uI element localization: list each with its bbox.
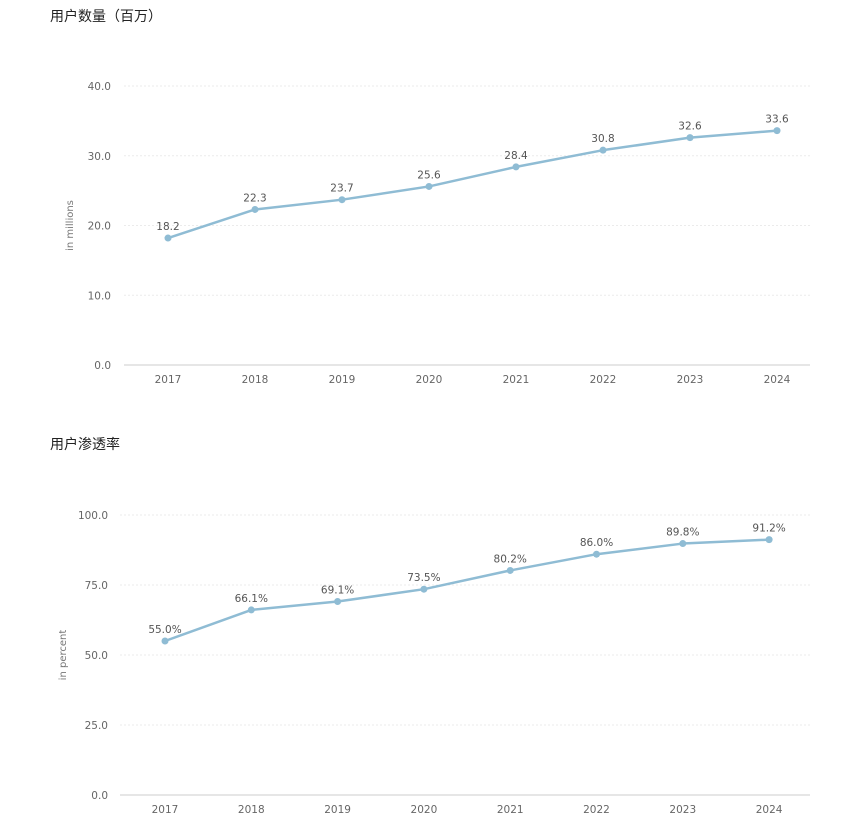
y-tick-label: 100.0 <box>78 510 108 522</box>
x-tick-label: 2021 <box>497 804 524 816</box>
y-tick-label: 75.0 <box>85 580 108 592</box>
y-tick-label: 30.0 <box>88 151 111 163</box>
x-tick-label: 2022 <box>583 804 610 816</box>
series-line <box>167 129 778 240</box>
y-tick-label: 0.0 <box>94 360 111 372</box>
data-point <box>338 196 346 204</box>
x-tick-label: 2024 <box>756 804 783 816</box>
data-point <box>506 566 514 574</box>
data-label: 30.8 <box>591 133 614 145</box>
data-label: 66.1% <box>235 593 268 605</box>
data-point <box>593 550 600 558</box>
data-label: 89.8% <box>666 527 699 539</box>
x-tick-label: 2020 <box>416 374 443 386</box>
series-line <box>164 538 770 643</box>
x-tick-label: 2021 <box>503 374 530 386</box>
data-label: 32.6 <box>678 121 702 133</box>
data-point <box>247 606 255 614</box>
data-point <box>512 163 520 171</box>
x-tick-label: 2018 <box>242 374 269 386</box>
y-tick-label: 20.0 <box>88 221 111 233</box>
x-tick-label: 2019 <box>324 804 351 816</box>
x-tick-label: 2023 <box>677 374 704 386</box>
data-point <box>425 182 433 190</box>
x-tick-label: 2022 <box>590 374 617 386</box>
data-label: 25.6 <box>417 169 441 181</box>
y-tick-label: 25.0 <box>85 720 108 732</box>
y-tick-label: 50.0 <box>85 650 108 662</box>
data-point <box>420 585 428 593</box>
y-tick-label: 0.0 <box>91 790 108 802</box>
data-label: 86.0% <box>580 537 613 549</box>
x-tick-label: 2018 <box>238 804 265 816</box>
y-axis-title: in percent <box>58 630 69 681</box>
x-tick-label: 2019 <box>329 374 356 386</box>
data-point <box>765 536 773 544</box>
data-point <box>164 234 172 242</box>
data-point <box>773 127 781 135</box>
data-point <box>686 134 694 142</box>
data-point <box>599 146 607 154</box>
data-label: 28.4 <box>504 150 528 162</box>
data-label: 33.6 <box>765 114 789 126</box>
data-label: 91.2% <box>752 523 785 535</box>
data-label: 69.1% <box>321 585 354 597</box>
data-label: 18.2 <box>156 221 179 233</box>
user-count-line-chart: 0.0 10.0 20.0 30.0 40.0 2017 2018 2019 2020 2021 2… <box>65 81 810 386</box>
data-label: 23.7 <box>330 183 353 195</box>
data-point <box>334 598 342 606</box>
x-tick-label: 2023 <box>669 804 696 816</box>
chart-title-user-count: 用户数量（百万） <box>50 9 162 25</box>
x-tick-label: 2017 <box>155 374 182 386</box>
data-point <box>251 205 259 213</box>
data-label: 22.3 <box>243 192 266 204</box>
data-label: 80.2% <box>494 553 527 565</box>
chart-title-penetration-rate: 用户渗透率 <box>50 437 120 453</box>
data-point <box>161 637 169 645</box>
data-label: 55.0% <box>148 624 181 636</box>
y-tick-label: 40.0 <box>88 81 111 93</box>
x-tick-label: 2017 <box>152 804 179 816</box>
data-label: 73.5% <box>407 572 440 584</box>
y-axis-title: in millions <box>65 200 76 251</box>
y-tick-label: 10.0 <box>88 290 111 302</box>
x-tick-label: 2020 <box>411 804 438 816</box>
data-point <box>679 540 687 548</box>
x-tick-label: 2024 <box>764 374 791 386</box>
